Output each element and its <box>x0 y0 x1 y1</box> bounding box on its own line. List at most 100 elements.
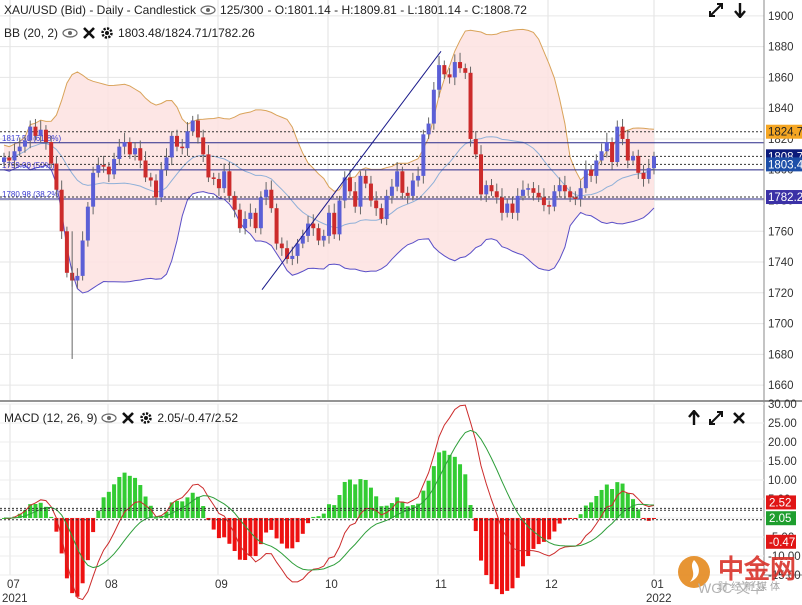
candle-body <box>321 235 326 241</box>
candle-body <box>174 135 179 147</box>
macd-histogram-bar <box>91 518 96 533</box>
macd-histogram-bar <box>195 496 200 518</box>
fib-level-label: 1799.90 (50%) <box>2 161 55 170</box>
y-tick-label: 1760 <box>768 226 794 238</box>
candle-body <box>594 160 599 176</box>
candle-body <box>479 154 484 195</box>
candle-body <box>447 74 452 78</box>
candle-body <box>201 137 206 155</box>
candle-body <box>400 171 405 193</box>
candle-body <box>368 183 373 201</box>
candle-body <box>510 203 515 213</box>
macd-histogram-bar <box>75 518 80 597</box>
y-tick-label: 1660 <box>768 380 794 392</box>
macd-histogram-bar <box>562 518 567 520</box>
macd-histogram-bar <box>583 505 588 518</box>
macd-tick-label: 20.00 <box>768 437 797 449</box>
candle-body <box>484 185 489 195</box>
macd-histogram-bar <box>442 450 447 518</box>
candle-body <box>206 154 211 178</box>
close-icon[interactable] <box>82 26 96 40</box>
macd-histogram-bar <box>96 510 101 518</box>
candle-body <box>332 212 337 235</box>
candle-body <box>316 228 321 241</box>
gear-icon[interactable] <box>100 26 114 40</box>
candle-body <box>237 209 242 229</box>
macd-histogram-bar <box>536 518 541 545</box>
candle-body <box>133 148 138 155</box>
candle-body <box>578 188 583 199</box>
x-tick-label: 12 <box>545 579 558 591</box>
candle-body <box>468 72 473 139</box>
close-icon[interactable] <box>121 411 135 425</box>
price-label: 1824.7 <box>768 127 802 139</box>
macd-histogram-bar <box>274 518 279 539</box>
y-tick-label: 1680 <box>768 349 794 361</box>
candle-body <box>552 191 557 207</box>
candle-body <box>269 189 274 209</box>
candle-body <box>122 142 127 147</box>
price-label-box <box>766 124 802 139</box>
candle-body <box>274 208 279 244</box>
logo-icon <box>676 554 712 595</box>
macd-histogram-bar <box>610 489 615 518</box>
fib-level-label: 1780.98 (38.2%) <box>2 190 61 199</box>
chart-title: XAU/USD (Bid) - Daily - Candlestick <box>4 3 197 17</box>
candle-body <box>620 126 625 139</box>
eye-icon[interactable] <box>62 28 78 38</box>
candle-body <box>327 212 331 236</box>
macd-histogram-bar <box>243 518 248 561</box>
macd-histogram-bar <box>54 518 59 532</box>
y-tick-label: 1900 <box>768 11 794 23</box>
candle-body <box>452 62 457 78</box>
candle-body <box>17 146 22 152</box>
macd-histogram-bar <box>389 503 394 518</box>
gear-icon[interactable] <box>139 411 153 425</box>
macd-histogram-bar <box>652 518 656 519</box>
macd-histogram-bar <box>568 518 573 519</box>
macd-histogram-bar <box>201 506 206 518</box>
macd-histogram-bar <box>49 516 54 518</box>
trendline[interactable] <box>261 50 442 291</box>
price-label: 1782.2 <box>768 192 802 204</box>
macd-line <box>3 404 655 601</box>
macd-histogram-bar <box>180 501 185 518</box>
bars-count: 125/300 <box>220 3 264 17</box>
candle-body <box>347 177 352 192</box>
macd-histogram-bar <box>117 476 122 518</box>
macd-histogram-bar <box>332 505 337 518</box>
x-tick-label: 09 <box>215 579 228 591</box>
eye-icon[interactable] <box>200 5 216 15</box>
macd-histogram-bar <box>33 503 38 518</box>
macd-histogram-bar <box>337 495 342 518</box>
price-label: 1803.4 <box>768 159 802 171</box>
macd-histogram-bar <box>133 477 138 518</box>
expand-icon[interactable] <box>708 2 724 18</box>
candle-body <box>154 180 159 198</box>
x-tick-year: 2021 <box>2 593 28 605</box>
candle-body <box>458 62 463 69</box>
macd-histogram-bar <box>604 484 609 518</box>
eye-icon[interactable] <box>101 413 117 423</box>
macd-histogram-bar <box>641 518 646 519</box>
candle-body <box>195 120 200 138</box>
candle-body <box>2 157 6 163</box>
macd-histogram-bar <box>306 518 311 524</box>
macd-histogram-bar <box>258 518 263 545</box>
candle-body <box>290 255 295 259</box>
close-icon[interactable] <box>732 411 746 425</box>
price-label-box <box>766 190 802 205</box>
candle-body <box>541 197 546 206</box>
macd-histogram-bar <box>122 472 127 518</box>
macd-histogram-bar <box>290 518 295 549</box>
candle-body <box>426 123 431 135</box>
candle-body <box>300 235 305 244</box>
macd-histogram-bar <box>437 452 442 518</box>
arrow-up-icon[interactable] <box>688 410 700 426</box>
candle-body <box>589 169 594 176</box>
candle-body <box>85 206 90 241</box>
y-tick-label: 1860 <box>768 72 794 84</box>
macd-tick-label: 25.00 <box>768 418 797 430</box>
arrow-down-icon[interactable] <box>734 2 746 18</box>
expand-icon[interactable] <box>708 410 724 426</box>
